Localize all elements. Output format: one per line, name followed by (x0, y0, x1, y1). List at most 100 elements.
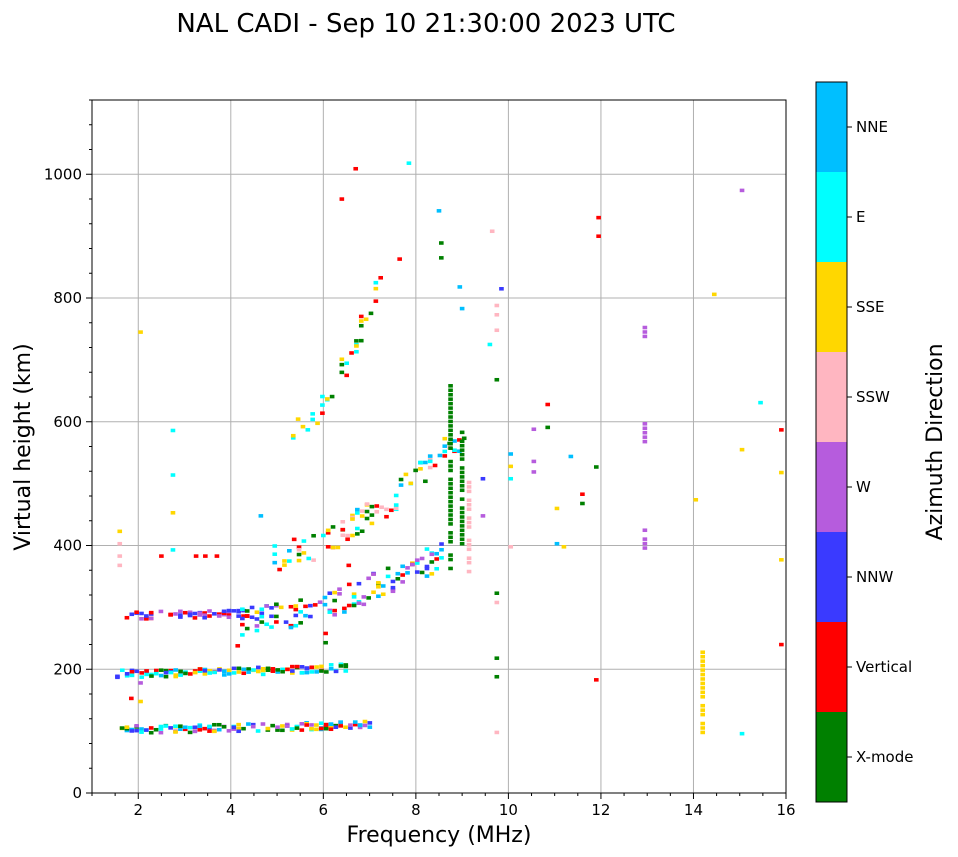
trace-point (148, 610, 154, 615)
column-point (466, 502, 472, 507)
trace-point (249, 615, 255, 620)
trace-point (306, 556, 312, 561)
trace-point (124, 674, 130, 678)
trace-point (197, 669, 203, 673)
trace-point (153, 668, 159, 673)
trace-point (298, 598, 303, 602)
column-point (466, 480, 472, 485)
trace-point (419, 556, 425, 561)
trace-point (291, 537, 297, 542)
column-point (642, 330, 648, 334)
trace-point (256, 669, 261, 674)
trace-point (369, 521, 375, 526)
trace-point (345, 537, 350, 542)
point (346, 563, 352, 568)
trace-point (398, 477, 404, 482)
trace-point (178, 727, 183, 731)
trace-point (129, 729, 135, 733)
trace-point (192, 611, 198, 616)
trace-point (320, 411, 325, 415)
trace-point (304, 666, 310, 670)
colorbar-tick-label: Vertical (856, 658, 912, 676)
trace-point (299, 665, 305, 669)
trace-point (259, 607, 265, 612)
trace-point (187, 613, 193, 618)
trace-point (434, 551, 439, 556)
trace-point (439, 542, 444, 546)
trace-point (439, 556, 444, 560)
colorbar-swatch (816, 622, 847, 712)
trace-point (371, 590, 376, 595)
trace-point (429, 552, 435, 557)
trace-point (254, 624, 260, 628)
trace-point (333, 669, 339, 674)
column-point (448, 424, 453, 428)
trace-point (287, 559, 292, 563)
column-point (459, 510, 465, 515)
trace-point (158, 727, 164, 731)
trace-point (359, 509, 365, 513)
trace-point (158, 668, 164, 672)
trace-point (314, 723, 319, 727)
point (170, 473, 176, 477)
trace-point (236, 608, 241, 613)
point (353, 166, 359, 171)
column-point (448, 468, 453, 473)
point (561, 545, 567, 549)
trace-point (290, 669, 295, 673)
y-tick-label: 200 (53, 660, 82, 678)
trace-point (355, 526, 360, 531)
trace-point (321, 533, 326, 538)
trace-point (240, 633, 245, 637)
trace-point (328, 663, 334, 667)
trace-point (319, 669, 324, 673)
point (568, 454, 574, 459)
column-point (700, 677, 706, 681)
trace-point (296, 547, 302, 552)
trace-point (349, 351, 354, 355)
column-point (700, 726, 706, 730)
trace-point (217, 668, 222, 672)
point (459, 306, 465, 311)
trace-point (352, 722, 358, 727)
trace-point (129, 670, 135, 674)
point (487, 342, 493, 347)
trace-point (405, 566, 410, 570)
point (436, 209, 442, 213)
trace-point (124, 615, 130, 620)
trace-point (332, 590, 337, 595)
trace-point (339, 357, 345, 362)
trace-point (350, 517, 355, 521)
trace-point (231, 727, 237, 731)
trace-point (311, 558, 316, 562)
column-point (466, 543, 472, 547)
trace-point (272, 552, 278, 556)
trace-point (418, 467, 423, 471)
column-point (448, 553, 453, 557)
trace-point (305, 428, 311, 432)
trace-point (192, 725, 198, 730)
trace-point (277, 567, 282, 572)
column-point (448, 401, 453, 406)
trace-point (173, 730, 178, 734)
trace-point (241, 726, 246, 731)
column-point (448, 517, 453, 522)
column-point (466, 538, 472, 543)
column-point (642, 546, 648, 550)
trace-point (356, 601, 362, 605)
column-point (459, 524, 465, 528)
trace-point (461, 436, 467, 441)
trace-point (293, 604, 299, 608)
trace-point (354, 339, 359, 343)
trace-point (216, 614, 222, 618)
trace-point (309, 665, 315, 670)
trace-point (275, 725, 280, 729)
trace-point (359, 529, 365, 534)
trace-point (178, 673, 183, 677)
column-point (459, 466, 465, 470)
column-point (459, 448, 465, 452)
trace-point (197, 724, 203, 728)
column-point (642, 426, 648, 431)
y-tick-label: 0 (72, 784, 82, 802)
trace-point (264, 622, 269, 627)
